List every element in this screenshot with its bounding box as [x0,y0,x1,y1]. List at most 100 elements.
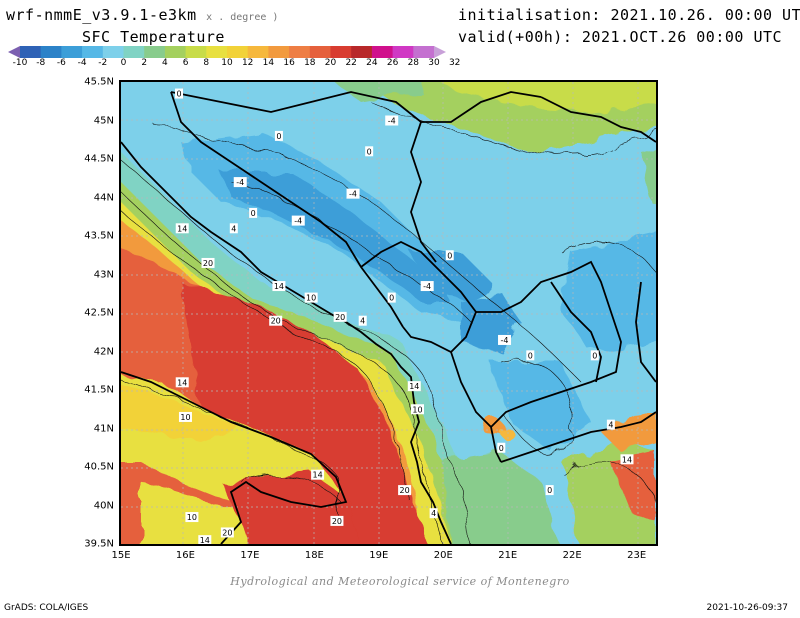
latitude-tick-label: 42.5N [84,307,114,319]
colorbar-label: 2 [141,58,148,68]
colorbar-label: 28 [407,58,420,68]
contour-label-box [198,535,212,544]
colorbar-swatch [309,46,331,58]
contour-label: 10 [306,294,316,303]
longitude-tick-label: 21E [498,550,518,561]
longitude-tick-label: 23E [627,550,647,561]
contour-label-box [420,281,434,292]
contour-label-box [272,281,286,292]
colorbar-swatch [185,46,207,58]
temperature-map: 0 -4 0 0 -4 -4 0 -4 14 4 20 0 -4 14 10 0 20 4 20 -4 0 0 14 14 10… [119,80,658,546]
contour-label-box [229,223,238,234]
colorbar-label: 22 [345,58,357,68]
contour-label: 20 [400,486,410,495]
contour-label: 0 [547,486,552,495]
contour-label: 0 [447,251,452,260]
colorbar-labels: -10 -8 -6 -4 -2 0 2 4 6 8 10 12 14 16 18 20 22 24 26 28 30 32 [0,58,461,72]
contour-label-box [590,350,599,361]
render-timestamp: 2021-10-26-09:37 [706,603,789,613]
colorbar-label: 26 [386,58,399,68]
contour-label: -4 [349,190,357,199]
contour-label: 4 [608,421,613,430]
initialisation-time: initialisation: 2021.10.26. 00:00 UTC [458,6,800,24]
colorbar-swatch [40,46,62,58]
contour-label-box [407,381,421,392]
colorbar-swatch [413,46,435,58]
latitude-tick-label: 45.5N [84,76,114,88]
contour-label: 4 [231,224,236,233]
colorbar-label: 24 [366,58,378,68]
colorbar-swatch [227,46,249,58]
contour-label: 14 [177,224,187,233]
colorbar-label: -8 [36,58,46,68]
contour-label: -4 [294,217,302,226]
colorbar-swatch [61,46,83,58]
contour-label-box [545,485,554,496]
contour-label-box [606,419,615,430]
contour-label: 14 [200,536,210,544]
contour-label: -4 [388,117,396,126]
latitude-tick-label: 45N [93,115,114,126]
contour-label: 0 [367,147,372,156]
latitude-tick-label: 41.5N [84,384,114,396]
contour-label: 10 [187,513,197,522]
contour-label-box [175,377,189,388]
contour-label-box [233,177,247,188]
contour-label: 0 [389,294,394,303]
contour-label-box [175,223,189,234]
longitude-tick-label: 17E [240,550,260,561]
contour-label-box [385,115,399,126]
latitude-tick-label: 40N [93,500,114,511]
latitude-tick-label: 42N [93,346,114,357]
contour-label: 14 [177,378,187,387]
contour-label: 20 [203,259,213,268]
contour-label: 14 [313,471,323,480]
colorbar-label: -2 [98,58,108,68]
contour-label: -4 [236,178,244,187]
colorbar-label: 8 [203,58,210,68]
latitude-tick-label: 43N [93,269,114,280]
temperature-field [121,82,656,544]
colorbar-label: 10 [221,58,233,68]
contour-label-box [365,146,374,157]
contour-label-box [330,515,344,526]
contour-label: 14 [274,282,284,291]
contour-label-box [304,292,318,303]
longitude-tick-label: 19E [369,550,389,561]
contour-label-box [620,454,634,465]
grads-credit: GrADS: COLA/IGES [4,603,89,613]
colorbar-swatch [8,46,20,58]
contour-label: 0 [528,351,533,360]
colorbar-swatch [371,46,394,58]
map-canvas: 0 -4 0 0 -4 -4 0 -4 14 4 20 0 -4 14 10 0 20 4 20 -4 0 0 14 14 10… [121,82,656,544]
colorbar-swatch [144,46,166,58]
colorbar-swatch [164,46,187,58]
colorbar-swatch [123,46,145,58]
longitude-tick-label: 20E [433,550,453,561]
contour-label: 0 [276,132,281,141]
colorbar-swatch [102,46,124,58]
colorbar-label: 18 [304,58,316,68]
contour-label-box [498,334,512,345]
contour-label-box [185,512,199,523]
contour-label: -4 [423,282,431,291]
contour-label: 20 [222,528,232,537]
colorbar-swatch [82,46,104,58]
contour-label: 4 [360,317,365,326]
contour-label-box [175,88,184,99]
contour-label-box [220,527,234,538]
contour-label: 20 [332,517,342,526]
contour-label-box [274,130,283,141]
colorbar-swatch [392,46,414,58]
colorbar-swatch [289,46,311,58]
colorbar-swatch [351,46,373,58]
latitude-tick-label: 43.5N [84,230,114,242]
colorbar-swatch [330,46,352,58]
valid-time: valid(+00h): 2021.OCT.26 00:00 UTC [458,28,783,46]
contour-label-box [358,315,367,326]
contour-label-box [445,250,454,261]
colorbar-swatch [434,46,446,58]
colorbar-label: -10 [12,58,28,68]
contour-label-box [201,257,215,268]
colorbar-label: 6 [182,58,189,68]
